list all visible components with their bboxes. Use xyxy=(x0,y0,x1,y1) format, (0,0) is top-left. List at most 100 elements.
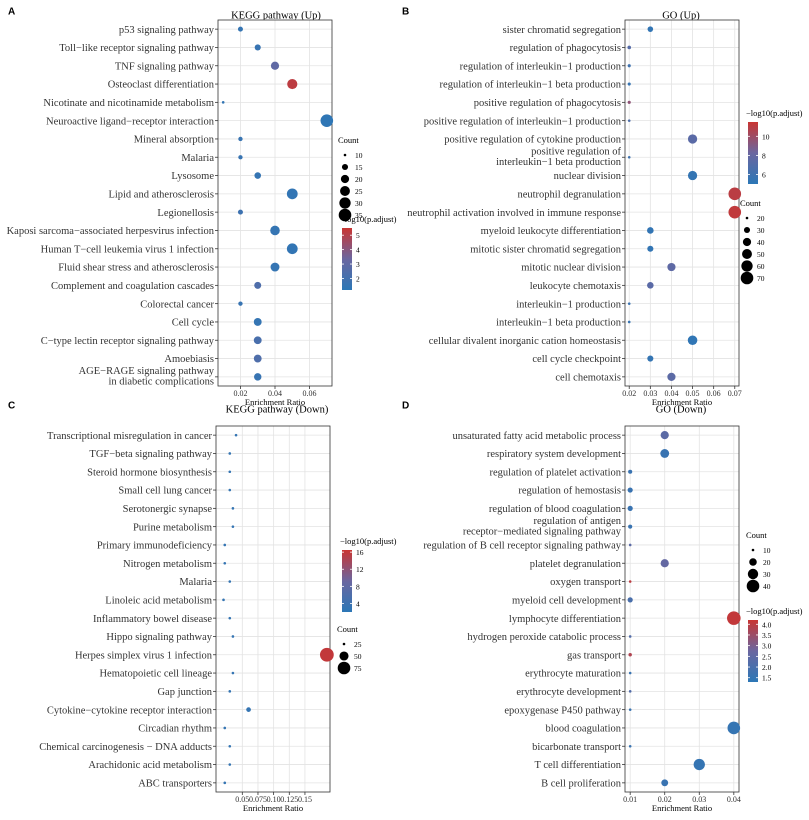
color-bar-label: 5 xyxy=(356,231,360,240)
data-point xyxy=(627,45,632,50)
category-label-line: Purine metabolism xyxy=(133,522,212,533)
data-point xyxy=(727,721,741,735)
category-label-line: interleukin−1 beta production xyxy=(496,318,622,329)
category-label-line: Lipid and atherosclerosis xyxy=(108,190,214,201)
category-label: respiratory system development xyxy=(487,449,621,460)
count-legend-label: 50 xyxy=(354,652,362,661)
category-label: T cell differentiation xyxy=(535,760,622,771)
data-point xyxy=(627,155,631,159)
data-point xyxy=(660,559,669,568)
category-label-line: cellular divalent inorganic cation homeo… xyxy=(429,336,621,347)
count-legend-dot xyxy=(746,579,760,593)
category-label: positive regulation of phagocytosis xyxy=(474,98,621,109)
count-legend-dot xyxy=(742,249,752,259)
count-legend-dot xyxy=(740,271,754,285)
category-label: B cell proliferation xyxy=(541,779,622,790)
category-label-line: AGE−RAGE signaling pathway xyxy=(79,366,215,377)
color-bar-label: 4.0 xyxy=(762,620,772,629)
category-label-line: Colorectal cancer xyxy=(140,299,214,310)
count-legend-label: 20 xyxy=(757,214,765,223)
category-label: Osteoclast differentiation xyxy=(108,80,215,91)
color-bar-label: 12 xyxy=(356,565,364,574)
color-bar xyxy=(748,122,758,184)
category-label-line: TNF signaling pathway xyxy=(115,61,215,72)
panel-title: GO (Down) xyxy=(656,404,707,415)
color-bar xyxy=(748,620,758,682)
data-point xyxy=(627,100,631,104)
count-legend-dot xyxy=(342,642,346,646)
color-bar-label: 3.5 xyxy=(762,631,772,640)
category-label: Transcriptional misregulation in cancer xyxy=(47,431,212,442)
category-label-line: Toll−like receptor signaling pathway xyxy=(59,43,215,54)
data-point xyxy=(223,561,227,565)
category-label: regulation of interleukin−1 production xyxy=(460,61,622,72)
category-label: Cytokine−cytokine receptor interaction xyxy=(47,705,213,716)
category-label-line: leukocyte chemotaxis xyxy=(530,281,621,292)
category-label-line: regulation of hemostasis xyxy=(518,486,621,497)
category-label-line: Herpes simplex virus 1 infection xyxy=(75,650,213,661)
x-tick-label: 0.02 xyxy=(233,389,247,398)
data-point xyxy=(238,136,243,142)
category-label-line: regulation of phagocytosis xyxy=(510,43,621,54)
category-label-line: Transcriptional misregulation in cancer xyxy=(47,431,212,442)
data-point xyxy=(628,744,632,748)
category-label-line: Nitrogen metabolism xyxy=(123,559,212,570)
count-legend-label: 35 xyxy=(355,211,363,220)
x-tick-label: 0.075 xyxy=(249,795,267,804)
data-point xyxy=(627,119,631,122)
data-point xyxy=(687,335,698,346)
category-label-line: regulation of blood coagulation xyxy=(489,504,622,515)
category-label-line: interleukin−1 beta production xyxy=(496,157,622,168)
data-point xyxy=(253,354,262,363)
count-legend-dot xyxy=(340,174,350,184)
panel-label: B xyxy=(402,6,409,17)
category-label: myeloid leukocyte differentiation xyxy=(481,226,622,237)
x-tick-label: 0.15 xyxy=(298,795,312,804)
data-point xyxy=(228,763,232,766)
category-label: oxygen transport xyxy=(550,577,621,588)
data-point xyxy=(228,580,232,583)
color-bar-label: 3 xyxy=(356,260,360,269)
count-legend: Count 10 20 30 40 xyxy=(746,530,771,593)
category-label: cell chemotaxis xyxy=(555,373,621,384)
color-bar-label: 8 xyxy=(762,151,766,160)
count-legend-label: 50 xyxy=(757,250,765,259)
x-tick-label: 0.02 xyxy=(658,795,672,804)
color-legend: −log10(p.adjust) 2 3 4 5 xyxy=(340,214,397,290)
category-label-line: lymphocyte differentiation xyxy=(509,614,622,625)
data-point xyxy=(228,616,232,620)
data-point xyxy=(647,227,654,234)
data-point xyxy=(320,114,334,127)
count-legend: Count 10 15 20 25 30 35 xyxy=(338,135,363,222)
category-label: Linoleic acid metabolism xyxy=(105,596,212,607)
category-label-line: Chemical carcinogenesis − DNA adducts xyxy=(39,742,212,753)
count-legend-label: 40 xyxy=(763,582,771,591)
category-label: Complement and coagulation cascades xyxy=(51,281,214,292)
category-label-line: Hematopoietic cell lineage xyxy=(99,669,212,680)
data-point xyxy=(270,262,280,272)
category-label-line: neutrophil activation involved in immune… xyxy=(407,208,621,219)
category-label: unsaturated fatty acid metabolic process xyxy=(452,431,621,442)
color-bar-label: 2.0 xyxy=(762,663,772,672)
data-point xyxy=(223,726,227,730)
panel-a: A KEGG pathway (Up) p53 signaling pathway T… xyxy=(7,6,397,407)
category-label-line: myeloid cell development xyxy=(512,596,621,607)
data-point xyxy=(238,155,243,160)
data-point xyxy=(253,336,262,345)
category-label-line: Malaria xyxy=(179,577,212,588)
category-label: hydrogen peroxide catabolic process xyxy=(467,632,621,643)
count-legend-label: 20 xyxy=(355,175,363,184)
category-label-line: blood coagulation xyxy=(545,724,621,735)
category-label-line: epoxygenase P450 pathway xyxy=(504,705,621,716)
color-bar xyxy=(342,550,352,612)
data-point xyxy=(254,281,262,289)
x-tick-label: 0.04 xyxy=(727,795,741,804)
category-label-line: positive regulation of phagocytosis xyxy=(474,98,621,109)
category-label-line: myeloid leukocyte differentiation xyxy=(481,226,622,237)
category-label-line: positive regulation of interleukin−1 pro… xyxy=(424,116,622,127)
color-legend: −log10(p.adjust) 4 8 12 16 xyxy=(340,536,397,612)
data-point xyxy=(687,134,698,144)
data-point xyxy=(223,781,227,785)
category-label: AGE−RAGE signaling pathway in diabetic co… xyxy=(79,366,215,388)
category-label: Small cell lung cancer xyxy=(118,486,212,497)
